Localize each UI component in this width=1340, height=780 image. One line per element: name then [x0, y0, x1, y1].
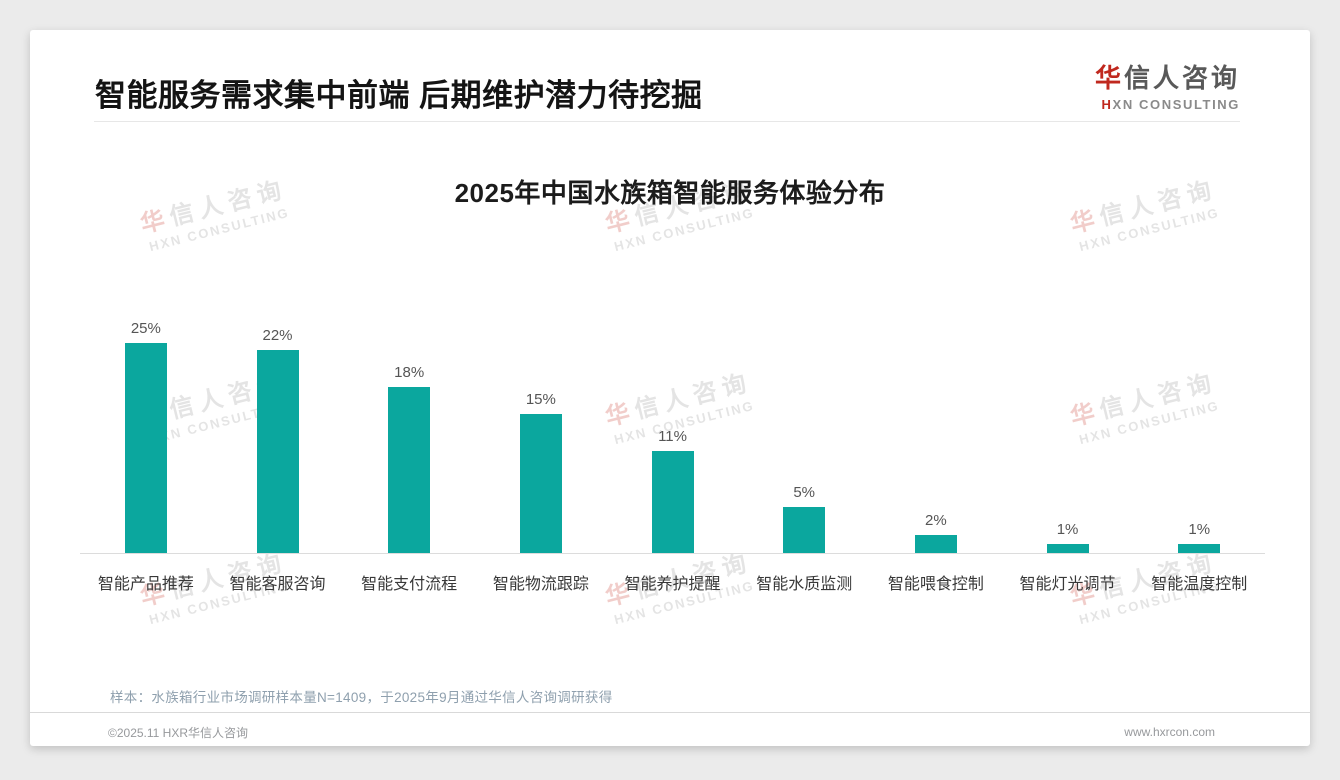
bar-value-label: 11%	[658, 428, 687, 445]
x-axis-label: 智能温度控制	[1151, 576, 1248, 593]
x-axis-label: 智能养护提醒	[624, 576, 721, 593]
x-axis-label: 智能支付流程	[361, 576, 458, 593]
chart-title: 2025年中国水族箱智能服务体验分布	[454, 178, 886, 208]
bar-value-label: 2%	[925, 512, 947, 529]
company-logo: 华信人咨询 HXN CONSULTING	[1095, 58, 1240, 112]
x-axis-labels-row: 智能产品推荐 智能客服咨询 智能支付流程 智能物流跟踪 智能养护提醒 智能水质监测 智能喂食…	[80, 570, 1265, 594]
x-axis-label: 智能水质监测	[756, 576, 853, 593]
bar-value-label: 15%	[525, 391, 556, 408]
report-card: 华信人咨询 HXN CONSULTING 华信人咨询 HXN CONSULTING 华信…	[30, 30, 1310, 746]
bar-value-label: 18%	[394, 364, 425, 381]
logo-english-highlight: H	[1101, 97, 1113, 112]
bar	[1178, 544, 1221, 553]
bar	[1046, 544, 1089, 553]
logo-english-rest: XN CONSULTING	[1112, 97, 1240, 112]
bar-value-label: 1%	[1056, 521, 1079, 538]
bar-column: 22%	[212, 320, 344, 553]
x-axis-label: 智能产品推荐	[97, 576, 194, 593]
footer-website: www.hxrcon.com	[1124, 725, 1215, 739]
bar-value-label: 22%	[262, 327, 293, 344]
bar	[256, 350, 299, 553]
bar	[124, 343, 167, 553]
x-axis-label: 智能客服咨询	[229, 576, 326, 593]
watermark-english: HXN CONSULTING	[1077, 204, 1222, 255]
watermark-english: HXN CONSULTING	[612, 204, 757, 255]
x-axis-label: 智能喂食控制	[887, 576, 984, 593]
bar-column: 15%	[475, 320, 607, 553]
logo-chinese-highlight: 华	[1094, 63, 1124, 93]
bar-value-label: 1%	[1188, 521, 1211, 538]
footer-copyright: ©2025.11 HXR华信人咨询	[108, 725, 248, 740]
bar-column: 1%	[1002, 320, 1134, 553]
x-axis-label: 智能灯光调节	[1019, 576, 1116, 593]
bar-column: 5%	[738, 320, 870, 553]
bar-column: 18%	[343, 320, 475, 553]
bar-column: 25%	[80, 320, 212, 553]
footer: ©2025.11 HXR华信人咨询 www.hxrcon.com	[30, 720, 1310, 744]
sample-note: 样本：水族箱行业市场调研样本量N=1409，于2025年9月通过华信人咨询调研获…	[110, 690, 613, 705]
bar-chart-plot-area: 25% 22% 18% 15% 11% 5% 2% 1% 1%	[80, 320, 1265, 554]
bar-column: 2%	[870, 320, 1002, 553]
logo-chinese-name: 华信人咨询	[1095, 58, 1240, 95]
bar	[651, 451, 694, 553]
bar-value-label: 25%	[130, 320, 161, 337]
bar	[519, 414, 562, 553]
header-divider	[94, 121, 1240, 122]
bar-column: 1%	[1133, 320, 1265, 553]
footer-divider	[30, 712, 1310, 713]
bar-column: 11%	[607, 320, 739, 553]
bar	[914, 535, 957, 553]
bar-value-label: 5%	[793, 484, 816, 501]
bar	[783, 507, 826, 553]
watermark-english: HXN CONSULTING	[147, 204, 292, 255]
bar	[388, 387, 431, 553]
page-title: 智能服务需求集中前端 后期维护潜力待挖掘	[95, 78, 703, 113]
x-axis-label: 智能物流跟踪	[492, 576, 589, 593]
logo-chinese-rest: 信人咨询	[1123, 63, 1240, 93]
logo-english-name: HXN CONSULTING	[1095, 97, 1240, 112]
